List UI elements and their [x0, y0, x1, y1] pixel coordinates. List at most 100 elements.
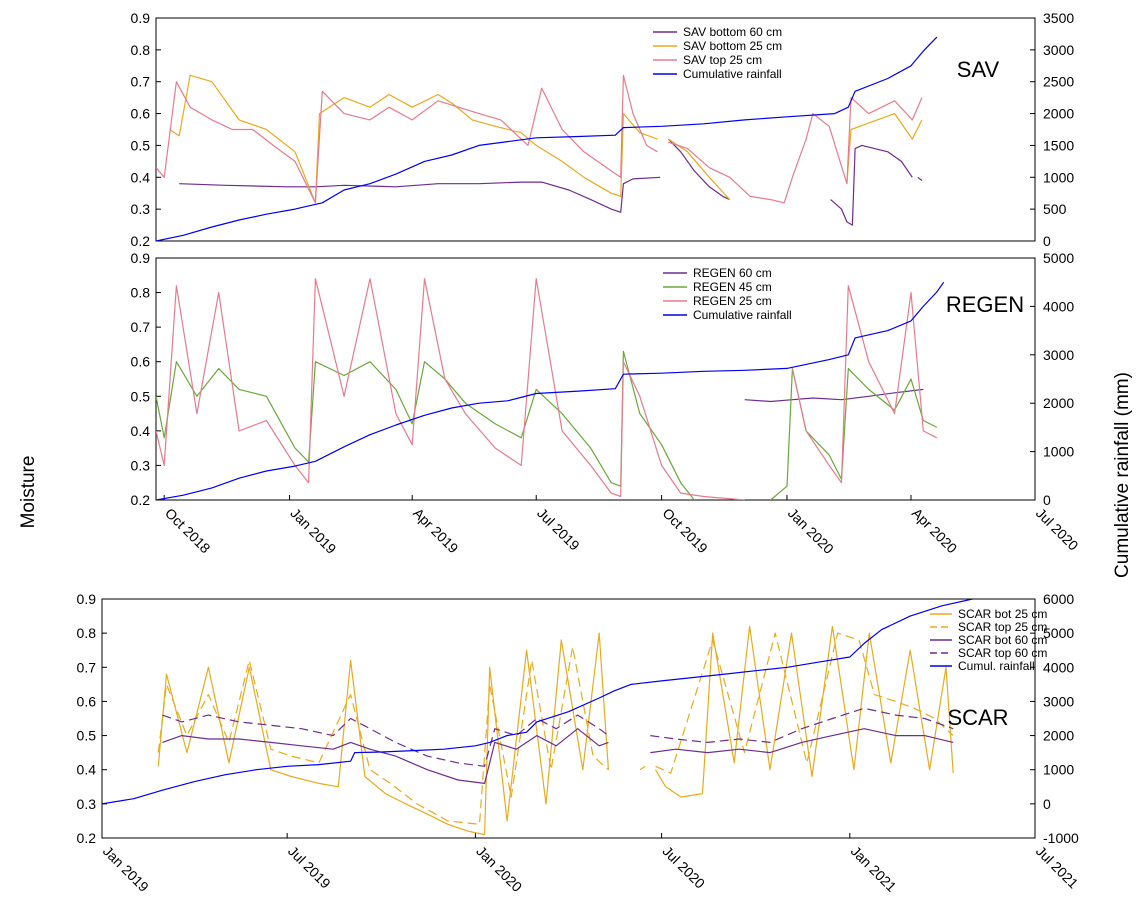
y-tick-label: 0.6: [131, 354, 151, 370]
y-tick-label: 0.5: [131, 137, 151, 153]
y-tick-label: 0.9: [131, 10, 151, 26]
series-scar-bot-60-cm: [162, 728, 954, 785]
y2-tick-label: 0: [1043, 492, 1051, 508]
series-line-scar-bot-25-cm: [654, 625, 954, 798]
legend-label: SCAR bot 25 cm: [958, 607, 1047, 621]
series-line-sav-bottom-60-cm: [917, 176, 923, 181]
y2-tick-label: 3000: [1043, 42, 1074, 58]
y2-tick-label: 2500: [1043, 74, 1074, 90]
legend-label: Cumulative rainfall: [693, 308, 792, 322]
legend-label: SAV bottom 25 cm: [683, 39, 782, 53]
series-line-cumul-rainfall: [102, 599, 973, 805]
y2-axis-title: Cumulative rainfall (mm): [1112, 372, 1133, 578]
series-line-cumulative-rainfall: [156, 281, 945, 500]
series-line-regen-45-cm: [770, 368, 938, 500]
legend-label: SCAR top 60 cm: [958, 646, 1047, 660]
legend-label: REGEN 60 cm: [693, 266, 772, 280]
y-tick-label: 0.3: [131, 201, 151, 217]
series-line-sav-bottom-25-cm: [846, 112, 923, 184]
y-tick-label: 0.5: [131, 388, 151, 404]
x-tick-label: Jul 2020: [659, 843, 708, 892]
series-line-scar-bot-60-cm: [162, 728, 609, 785]
y2-tick-label: 3000: [1043, 347, 1074, 363]
series-scar-top-25-cm: [157, 632, 954, 825]
series-cumul-rainfall: [102, 599, 973, 805]
y-tick-label: 0.8: [77, 625, 97, 641]
y2-tick-label: -1000: [1043, 830, 1079, 846]
y-tick-label: 0.7: [77, 659, 97, 675]
series-line-scar-bot-60-cm: [650, 728, 954, 754]
y2-tick-label: 0: [1043, 796, 1051, 812]
series-sav-bottom-60-cm: [179, 138, 923, 226]
x-tick-label: Jan 2019: [100, 843, 152, 895]
legend-label: SCAR top 25 cm: [958, 620, 1047, 634]
series-line-sav-bottom-60-cm: [667, 138, 730, 201]
series-line-sav-top-25-cm: [156, 74, 658, 204]
y-tick-label: 0.7: [131, 74, 151, 90]
plot-frame: [155, 257, 1036, 501]
x-tick-label: Oct 2019: [659, 505, 711, 557]
y-tick-label: 0.5: [77, 728, 97, 744]
y2-tick-label: 6000: [1043, 591, 1074, 607]
y2-tick-label: 2000: [1043, 728, 1074, 744]
series-line-regen-60-cm: [744, 388, 924, 403]
series-regen-45-cm: [156, 350, 938, 500]
series-line-sav-bottom-25-cm: [169, 74, 658, 204]
y2-tick-label: 3000: [1043, 693, 1074, 709]
series-line-scar-top-25-cm: [157, 646, 609, 825]
y2-tick-label: 3500: [1043, 10, 1074, 26]
y-tick-label: 0.8: [131, 42, 151, 58]
x-tick-label: Oct 2018: [162, 505, 214, 557]
legend-label: REGEN 25 cm: [693, 294, 772, 308]
y-tick-label: 0.6: [77, 693, 97, 709]
y-axis-title: Moisture: [18, 456, 39, 529]
y-tick-label: 0.3: [77, 796, 97, 812]
legend-label: REGEN 45 cm: [693, 280, 772, 294]
series-regen-25-cm: [156, 278, 938, 500]
legend-label: SAV top 25 cm: [683, 53, 762, 67]
series-cumulative-rainfall: [156, 281, 945, 500]
series-cumulative-rainfall: [156, 36, 938, 241]
y-tick-label: 0.3: [131, 457, 151, 473]
x-tick-label: Jan 2020: [473, 843, 525, 895]
y2-tick-label: 0: [1043, 233, 1051, 249]
chart-sav: 0.2 0.3 0.4 0.5 0.6 0.7 0.8 0.9 0 500 1000 1500 2000…: [131, 10, 1075, 249]
x-tick-label: Jul 2020: [1033, 505, 1082, 554]
charts-layer: 0.2 0.3 0.4 0.5 0.6 0.7 0.8 0.9 0 500 1000 1500 2000…: [77, 10, 1082, 895]
series-line-scar-top-25-cm: [655, 632, 954, 774]
y2-tick-label: 1000: [1043, 444, 1074, 460]
y-tick-label: 0.2: [131, 492, 151, 508]
y2-tick-label: 1000: [1043, 169, 1074, 185]
panel-label: SAV: [957, 57, 1000, 82]
chart-regen: 0.2 0.3 0.4 0.5 0.6 0.7 0.8 0.9 0 1000 2000 3000 400…: [131, 250, 1082, 557]
legend-label: Cumul. rainfall: [958, 659, 1035, 673]
y-tick-label: 0.2: [131, 233, 151, 249]
y2-tick-label: 1500: [1043, 137, 1074, 153]
series-line-cumulative-rainfall: [156, 36, 938, 241]
panel-label: SCAR: [947, 705, 1008, 730]
y2-tick-label: 1000: [1043, 762, 1074, 778]
series-line-regen-25-cm: [156, 278, 745, 500]
legend-label: Cumulative rainfall: [683, 67, 782, 81]
x-tick-label: Apr 2019: [410, 505, 462, 557]
series-line-regen-25-cm: [791, 285, 938, 484]
x-tick-label: Jul 2019: [285, 843, 334, 892]
x-tick-label: Jan 2020: [785, 505, 837, 557]
y-tick-label: 0.7: [131, 319, 151, 335]
y2-tick-label: 5000: [1043, 625, 1074, 641]
y-tick-label: 0.9: [131, 250, 151, 266]
y2-tick-label: 4000: [1043, 298, 1074, 314]
y2-tick-label: 2000: [1043, 106, 1074, 122]
series-line-sav-bottom-60-cm: [179, 176, 661, 213]
y2-tick-label: 500: [1043, 201, 1067, 217]
y-tick-label: 0.8: [131, 285, 151, 301]
y-tick-label: 0.2: [77, 830, 97, 846]
x-tick-label: Jul 2019: [534, 505, 583, 554]
y-tick-label: 0.4: [131, 423, 151, 439]
series-scar-bot-25-cm: [157, 625, 954, 836]
plot-frame: [101, 598, 1036, 839]
legend-label: SCAR bot 60 cm: [958, 633, 1047, 647]
series-line-scar-top-60-cm: [162, 714, 609, 767]
x-tick-label: Jan 2021: [848, 843, 900, 895]
